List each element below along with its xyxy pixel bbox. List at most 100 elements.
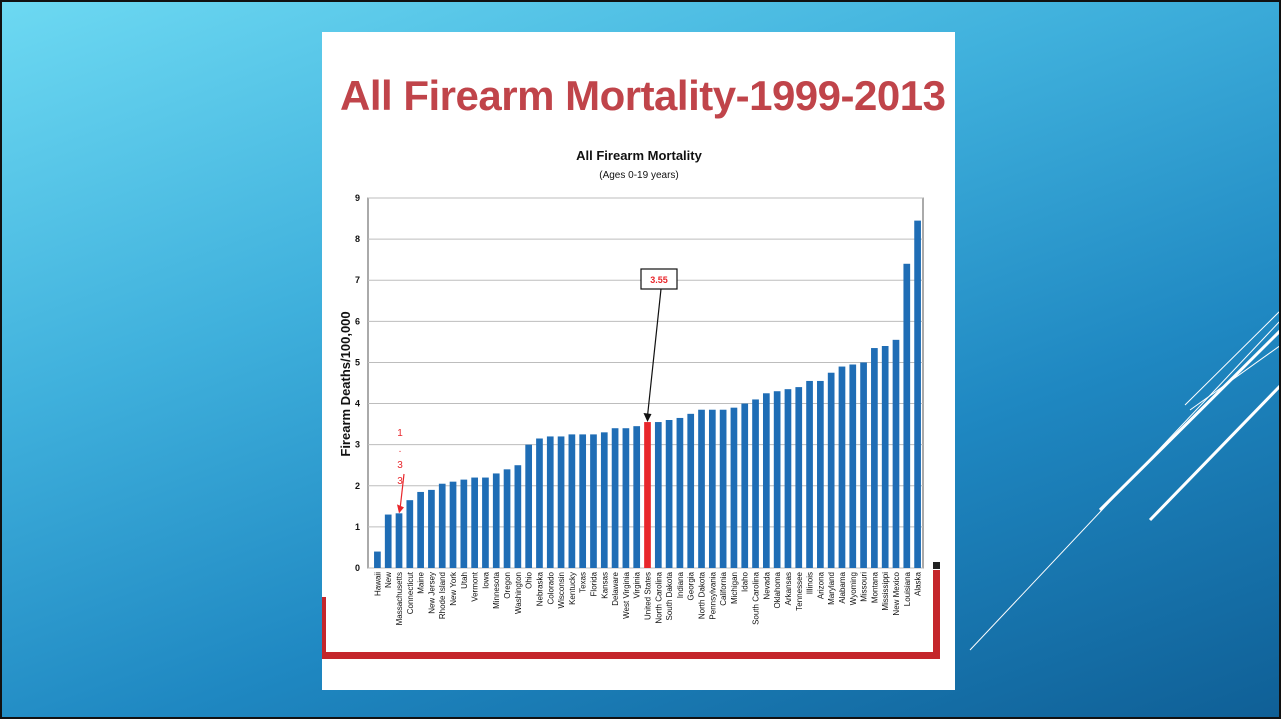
x-tick-label: New bbox=[384, 572, 393, 588]
x-tick-label: Vermont bbox=[471, 571, 480, 602]
bar-south-carolina bbox=[752, 399, 759, 568]
bar-wyoming bbox=[849, 364, 857, 568]
y-tick-label: 2 bbox=[355, 481, 360, 491]
bar-louisiana bbox=[903, 263, 911, 568]
bar-united-states bbox=[644, 422, 651, 568]
x-tick-label: South Carolina bbox=[752, 571, 761, 624]
x-tick-label: Louisiana bbox=[903, 571, 912, 606]
y-tick-label: 8 bbox=[355, 234, 360, 244]
bracket-right bbox=[933, 570, 940, 659]
bar-minnesota bbox=[492, 473, 500, 568]
bar-kentucky bbox=[568, 434, 576, 568]
y-axis-label: Firearm Deaths/100,000 bbox=[338, 311, 353, 456]
x-tick-label: Michigan bbox=[730, 572, 739, 604]
bar-oregon bbox=[503, 469, 511, 568]
bar-utah bbox=[460, 479, 468, 568]
x-tick-label: Missouri bbox=[860, 572, 869, 602]
bar-vermont bbox=[471, 477, 478, 568]
x-tick-label: Nevada bbox=[762, 571, 771, 599]
chart-subtitle: (Ages 0-19 years) bbox=[599, 170, 678, 181]
bar-new bbox=[384, 514, 392, 568]
bar-new-jersey bbox=[428, 489, 435, 568]
x-tick-label: Massachusetts bbox=[395, 572, 404, 625]
x-tick-label: Wisconsin bbox=[557, 572, 566, 608]
bar-virginia bbox=[633, 426, 641, 568]
bar-west-virginia bbox=[622, 428, 630, 568]
x-tick-label: Montana bbox=[870, 571, 879, 603]
x-tick-label: North Carolina bbox=[654, 571, 663, 623]
x-tick-label: Florida bbox=[589, 571, 598, 596]
x-tick-label: Georgia bbox=[687, 571, 696, 600]
chart-title: All Firearm Mortality bbox=[576, 148, 702, 163]
bar-iowa bbox=[482, 477, 489, 568]
bar-new-york bbox=[449, 481, 457, 568]
bracket-left bbox=[322, 597, 326, 659]
x-tick-label: Arkansas bbox=[784, 572, 793, 605]
bar-indiana bbox=[676, 417, 684, 568]
bar-arizona bbox=[817, 380, 824, 568]
chart-bars bbox=[374, 220, 921, 568]
bar-maine bbox=[417, 491, 424, 568]
x-tick-label: Pennsylvania bbox=[708, 571, 717, 619]
bar-michigan bbox=[730, 407, 738, 568]
callout-box bbox=[640, 268, 678, 290]
slide-panel bbox=[322, 32, 955, 690]
x-tick-label: New York bbox=[449, 571, 458, 606]
y-tick-label: 9 bbox=[355, 193, 360, 203]
x-tick-label: Delaware bbox=[611, 571, 620, 605]
slide-heading: All Firearm Mortality-1999-2013 bbox=[340, 72, 946, 119]
x-tick-label: Tennessee bbox=[795, 571, 804, 610]
bar-alaska bbox=[914, 220, 921, 568]
bar-chart: 0 1 2 3 4 5 6 7 8 9 Hawaii New Massachusetts Connect… bbox=[322, 148, 940, 659]
bar-massachusetts bbox=[395, 513, 403, 568]
callout-arrowhead bbox=[643, 413, 652, 423]
y-tick-labels: 0 1 2 3 4 5 6 7 8 9 bbox=[355, 193, 360, 573]
red-bracket bbox=[322, 562, 940, 659]
y-tick-label: 4 bbox=[355, 399, 360, 409]
bar-arkansas bbox=[784, 389, 792, 568]
x-tick-label: Alabama bbox=[838, 571, 847, 603]
y-tick-label: 1 bbox=[355, 522, 360, 532]
bar-washington bbox=[514, 465, 522, 568]
x-tick-label: Iowa bbox=[481, 571, 490, 588]
y-tick-label: 7 bbox=[355, 275, 360, 285]
x-tick-label: Illinois bbox=[806, 572, 815, 594]
x-tick-label: California bbox=[719, 571, 728, 605]
x-tick-label: Colorado bbox=[546, 571, 555, 604]
x-tick-label: Arizona bbox=[816, 571, 825, 599]
callout-arrowhead-low bbox=[397, 504, 405, 514]
x-tick-label: United States bbox=[644, 572, 653, 620]
y-tick-label: 6 bbox=[355, 316, 360, 326]
bar-oklahoma bbox=[773, 391, 781, 568]
x-tick-labels: Hawaii New Massachusetts Connecticut Maine Ne… bbox=[373, 571, 922, 625]
bar-north-carolina bbox=[654, 422, 662, 568]
x-tick-label: Washington bbox=[514, 572, 523, 614]
x-tick-label: North Dakota bbox=[698, 571, 707, 619]
x-tick-label: Kentucky bbox=[568, 572, 577, 605]
x-tick-label: New Mexico bbox=[892, 571, 901, 615]
bar-montana bbox=[871, 348, 878, 568]
bar-florida bbox=[590, 434, 597, 568]
y-tick-label: 5 bbox=[355, 357, 360, 367]
x-tick-label: Hawaii bbox=[373, 572, 382, 596]
bar-nevada bbox=[762, 393, 770, 568]
x-tick-label: Oregon bbox=[503, 572, 512, 599]
bar-pennsylvania bbox=[708, 409, 716, 568]
bar-ohio bbox=[525, 444, 533, 568]
bar-tennessee bbox=[795, 387, 803, 568]
callout-value: 3.55 bbox=[650, 275, 668, 285]
x-tick-label: Minnesota bbox=[492, 571, 501, 608]
bar-hawaii bbox=[374, 551, 381, 568]
bar-rhode-island bbox=[438, 483, 446, 568]
x-tick-label: Texas bbox=[579, 572, 588, 593]
x-tick-label: Indiana bbox=[676, 571, 685, 598]
bar-alabama bbox=[838, 366, 846, 568]
bracket-bottom bbox=[322, 652, 940, 659]
x-tick-label: Kansas bbox=[600, 572, 609, 599]
bar-nebraska bbox=[536, 438, 543, 568]
bar-new-mexico bbox=[892, 339, 900, 568]
callout-arrow-low bbox=[399, 473, 405, 510]
bar-wisconsin bbox=[557, 436, 565, 568]
